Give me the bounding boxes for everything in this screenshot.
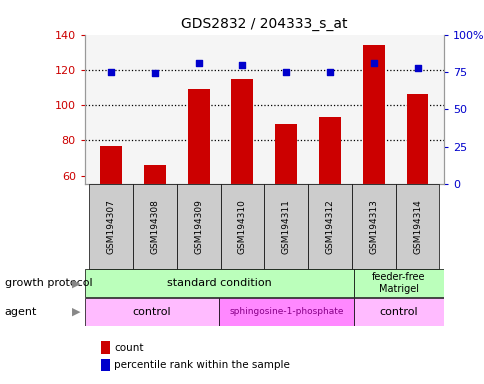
Bar bbox=[100, 146, 122, 281]
Text: GSM194308: GSM194308 bbox=[150, 199, 159, 254]
Text: standard condition: standard condition bbox=[167, 278, 271, 288]
Text: GSM194311: GSM194311 bbox=[281, 199, 290, 254]
Text: GSM194309: GSM194309 bbox=[194, 199, 203, 254]
Text: GSM194310: GSM194310 bbox=[238, 199, 246, 254]
FancyBboxPatch shape bbox=[133, 184, 177, 269]
Bar bbox=[406, 94, 427, 281]
Bar bbox=[187, 89, 209, 281]
Text: control: control bbox=[133, 307, 171, 317]
Text: percentile rank within the sample: percentile rank within the sample bbox=[114, 360, 289, 370]
Point bbox=[282, 69, 289, 75]
Point bbox=[107, 69, 115, 75]
Text: feeder-free
Matrigel: feeder-free Matrigel bbox=[371, 272, 425, 294]
FancyBboxPatch shape bbox=[101, 359, 110, 371]
Text: GSM194312: GSM194312 bbox=[325, 199, 334, 254]
Bar bbox=[144, 165, 166, 281]
FancyBboxPatch shape bbox=[177, 184, 220, 269]
FancyBboxPatch shape bbox=[353, 270, 443, 297]
FancyBboxPatch shape bbox=[101, 341, 110, 354]
Text: GSM194313: GSM194313 bbox=[368, 199, 378, 254]
FancyBboxPatch shape bbox=[351, 184, 395, 269]
Point bbox=[413, 65, 421, 71]
FancyBboxPatch shape bbox=[264, 184, 307, 269]
FancyBboxPatch shape bbox=[395, 184, 439, 269]
Text: GSM194307: GSM194307 bbox=[106, 199, 115, 254]
Title: GDS2832 / 204333_s_at: GDS2832 / 204333_s_at bbox=[181, 17, 347, 31]
FancyBboxPatch shape bbox=[219, 298, 353, 326]
Bar bbox=[275, 124, 297, 281]
Bar bbox=[362, 45, 384, 281]
Text: control: control bbox=[379, 307, 417, 317]
FancyBboxPatch shape bbox=[85, 270, 353, 297]
FancyBboxPatch shape bbox=[353, 298, 443, 326]
Point bbox=[238, 61, 246, 68]
Text: growth protocol: growth protocol bbox=[5, 278, 92, 288]
Text: sphingosine-1-phosphate: sphingosine-1-phosphate bbox=[229, 308, 343, 316]
Point bbox=[151, 70, 158, 76]
Text: ▶: ▶ bbox=[71, 278, 80, 288]
Text: count: count bbox=[114, 343, 143, 353]
Bar bbox=[318, 118, 340, 281]
FancyBboxPatch shape bbox=[307, 184, 351, 269]
Text: agent: agent bbox=[5, 307, 37, 317]
Point bbox=[195, 60, 202, 66]
Point bbox=[369, 60, 377, 66]
Text: GSM194314: GSM194314 bbox=[412, 199, 421, 254]
Text: ▶: ▶ bbox=[71, 307, 80, 317]
FancyBboxPatch shape bbox=[85, 298, 219, 326]
FancyBboxPatch shape bbox=[89, 184, 133, 269]
FancyBboxPatch shape bbox=[220, 184, 264, 269]
Point bbox=[325, 69, 333, 75]
Bar bbox=[231, 79, 253, 281]
